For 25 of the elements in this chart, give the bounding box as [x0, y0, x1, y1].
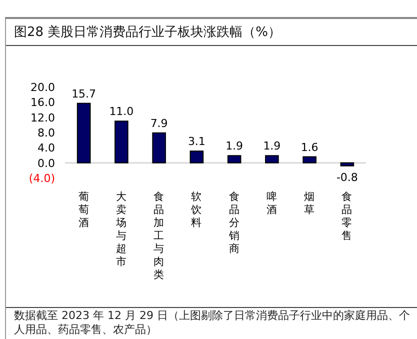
data-label: 15.7 — [72, 87, 96, 100]
data-label: 3.1 — [188, 135, 206, 148]
x-tick-label: 烟草 — [304, 191, 316, 216]
x-tick-label: 食品零售 — [342, 191, 353, 242]
data-label: 11.0 — [109, 105, 134, 118]
x-tick-label: 软饮料 — [190, 191, 202, 229]
title: 图28 美股日常消费品行业子板块涨跌幅（%） — [14, 24, 282, 41]
y-tick-label: 4.0 — [38, 142, 55, 155]
data-label: 7.9 — [150, 116, 168, 130]
data-label: -0.8 — [336, 170, 358, 184]
y-tick-label: 20.0 — [30, 81, 55, 94]
y-tick-label: 8.0 — [38, 126, 55, 140]
x-tick-label: 大卖场与超市 — [114, 190, 127, 268]
x-tick-label: 食品加工与肉类 — [154, 191, 165, 281]
y-tick-label: (4.0) — [28, 172, 55, 185]
x-tick-label: 啤酒 — [266, 190, 278, 216]
data-label: 1.6 — [300, 140, 318, 154]
x-tick-label: 葡萄酒 — [78, 190, 90, 229]
y-tick-label: 0.0 — [38, 156, 55, 170]
y-tick-label: 12.0 — [30, 111, 55, 124]
x-tick-label: 食品分销商 — [228, 191, 240, 255]
data-label: 1.9 — [226, 140, 244, 153]
text: 数据截至 2023 年 12 月 29 日（上图剔除了日常消费品子行业中的家庭用品、个人用品、药品零售、农产品） — [14, 309, 411, 337]
y-tick-label: 16.0 — [30, 96, 55, 110]
data-label: 1.9 — [263, 140, 281, 153]
